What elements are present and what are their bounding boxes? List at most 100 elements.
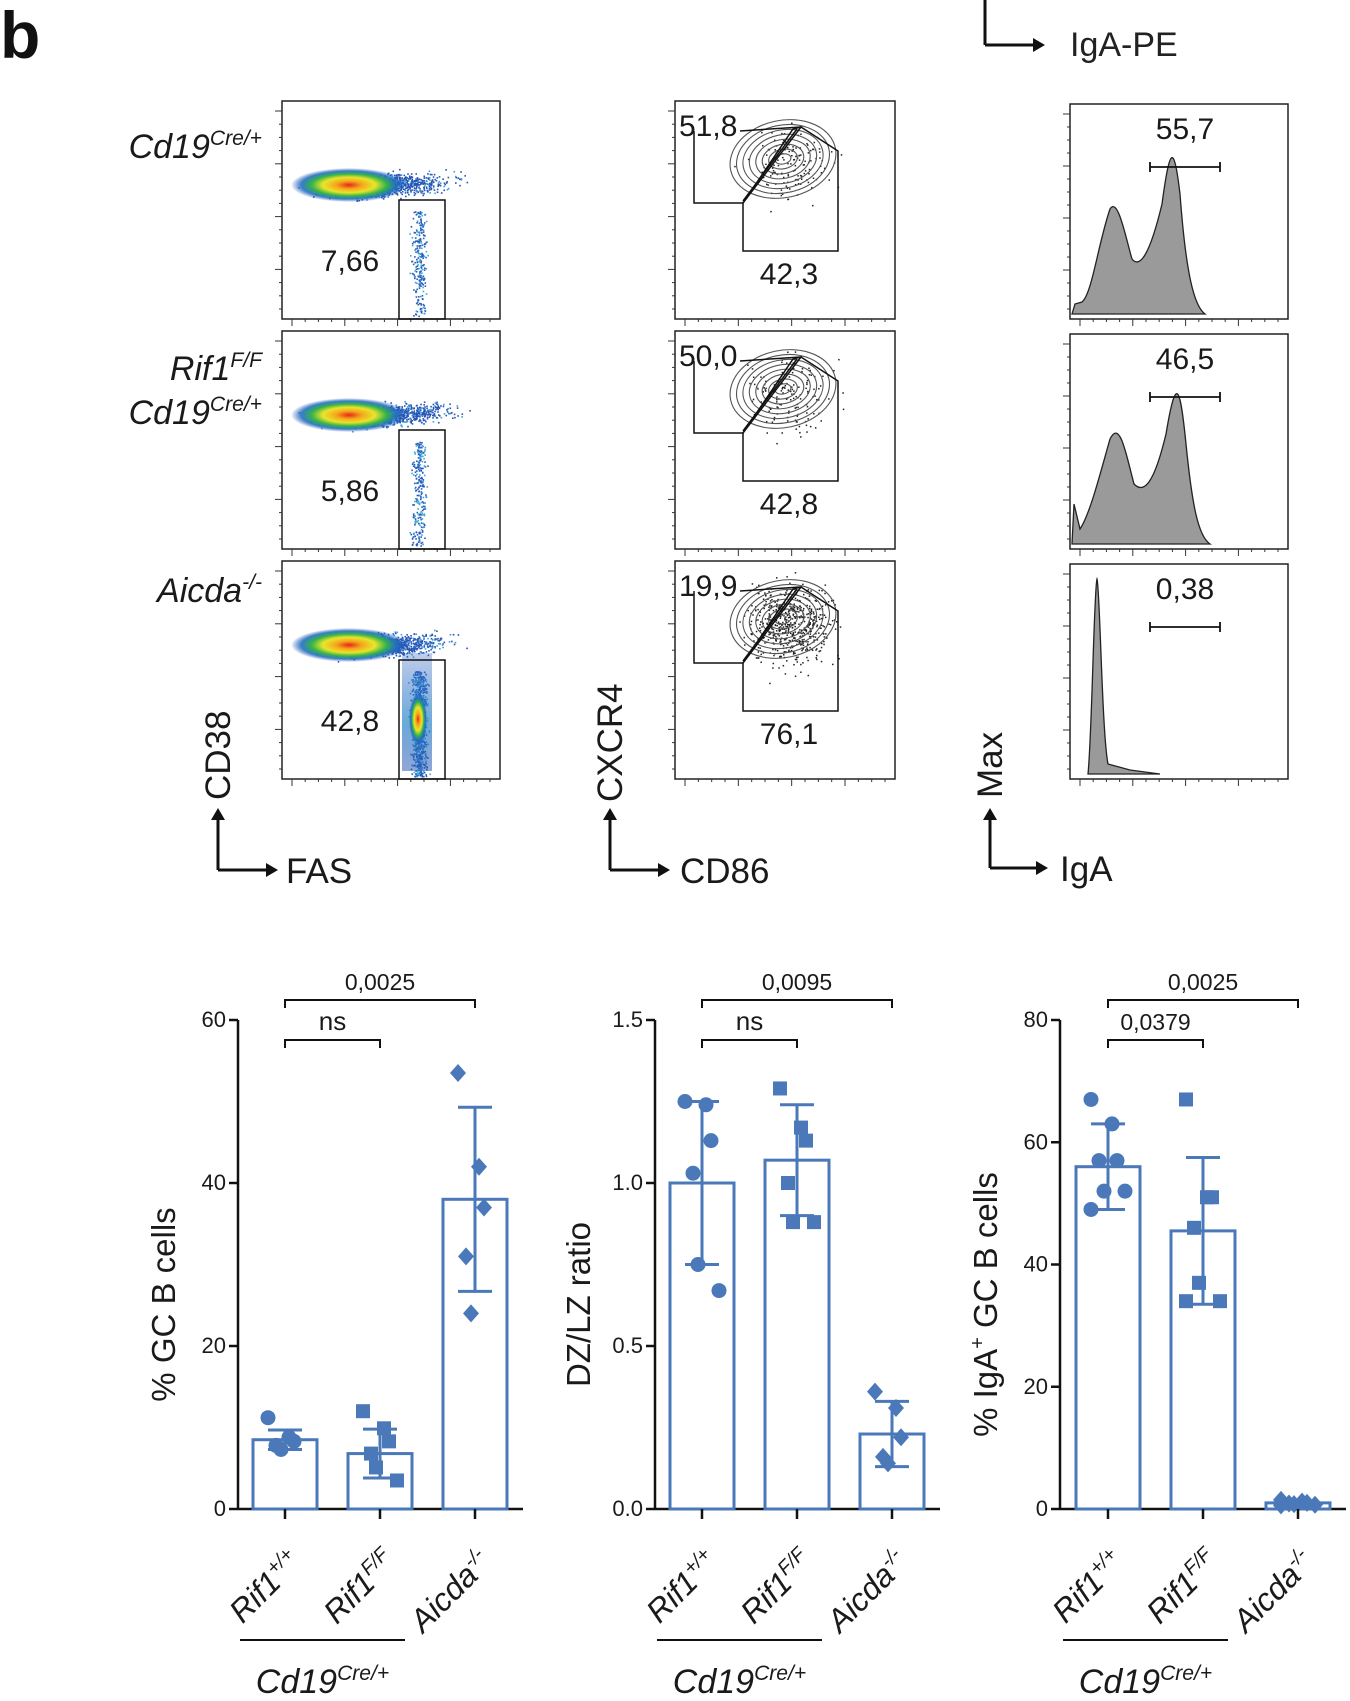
event-dot bbox=[415, 775, 418, 778]
event-dot bbox=[412, 640, 415, 642]
event-dot bbox=[820, 172, 823, 174]
event-dot bbox=[421, 512, 423, 514]
event-dot bbox=[787, 174, 789, 176]
event-dot bbox=[399, 168, 401, 171]
event-dot bbox=[417, 453, 420, 456]
event-dot bbox=[423, 224, 426, 226]
event-dot bbox=[778, 635, 781, 637]
event-dot bbox=[743, 615, 746, 617]
event-dot bbox=[796, 421, 798, 423]
event-dot bbox=[799, 605, 801, 608]
event-dot bbox=[426, 183, 429, 185]
event-dot bbox=[778, 606, 780, 608]
event-dot bbox=[782, 392, 784, 394]
event-dot bbox=[425, 220, 428, 223]
event-dot bbox=[420, 542, 423, 545]
event-dot bbox=[414, 519, 417, 521]
event-dot bbox=[800, 615, 803, 617]
event-dot bbox=[788, 376, 791, 378]
contour-line bbox=[735, 123, 831, 195]
event-dot bbox=[765, 163, 767, 166]
event-dot bbox=[419, 532, 422, 534]
event-dot bbox=[794, 675, 797, 678]
event-dot bbox=[771, 599, 773, 601]
event-dot bbox=[807, 659, 809, 662]
event-dot bbox=[789, 609, 791, 612]
event-dot bbox=[781, 623, 784, 626]
event-dot bbox=[807, 589, 810, 591]
event-dot bbox=[411, 176, 414, 179]
event-dot bbox=[762, 176, 765, 179]
event-dot bbox=[796, 608, 799, 610]
event-dot bbox=[415, 467, 417, 470]
event-dot bbox=[432, 417, 434, 419]
event-dot bbox=[419, 420, 422, 423]
event-dot bbox=[800, 671, 802, 673]
event-dot bbox=[787, 162, 789, 165]
event-dot bbox=[398, 173, 400, 176]
event-dot bbox=[779, 604, 781, 607]
event-dot bbox=[413, 275, 416, 278]
event-dot bbox=[752, 398, 755, 401]
event-dot bbox=[425, 180, 428, 182]
event-dot bbox=[791, 371, 794, 374]
event-dot bbox=[420, 242, 423, 244]
event-dot bbox=[443, 413, 446, 415]
event-dot bbox=[418, 639, 420, 642]
plot-frame bbox=[674, 560, 896, 780]
event-dot bbox=[788, 150, 790, 153]
cd86-cxcr4-plot: 51,842,3 bbox=[668, 100, 896, 326]
event-dot bbox=[776, 442, 778, 445]
event-dot bbox=[417, 482, 420, 484]
event-dot bbox=[751, 583, 754, 585]
event-dot bbox=[828, 179, 831, 181]
event-dot bbox=[816, 625, 818, 628]
event-dot bbox=[419, 647, 421, 650]
event-dot bbox=[410, 175, 413, 178]
event-dot bbox=[419, 474, 421, 476]
event-dot bbox=[786, 589, 788, 592]
event-dot bbox=[410, 422, 413, 424]
event-dot bbox=[422, 264, 424, 267]
event-dot bbox=[417, 179, 419, 182]
event-dot bbox=[757, 646, 760, 649]
event-dot bbox=[770, 627, 773, 629]
event-dot bbox=[808, 623, 810, 625]
event-dot bbox=[415, 773, 417, 775]
event-dot bbox=[416, 415, 419, 417]
event-dot bbox=[794, 351, 797, 353]
event-dot bbox=[795, 615, 797, 618]
event-dot bbox=[417, 541, 420, 543]
event-dot bbox=[337, 661, 340, 663]
event-dot bbox=[805, 630, 808, 633]
event-dot bbox=[417, 264, 419, 266]
event-dot bbox=[408, 412, 411, 414]
event-dot bbox=[432, 407, 435, 410]
event-dot bbox=[420, 261, 422, 264]
event-dot bbox=[774, 601, 776, 603]
event-dot bbox=[415, 268, 418, 271]
event-dot bbox=[427, 178, 430, 181]
event-dot bbox=[414, 522, 417, 525]
event-dot bbox=[414, 313, 417, 315]
event-dot bbox=[401, 193, 404, 196]
event-dot bbox=[423, 457, 425, 460]
event-dot bbox=[812, 635, 815, 638]
event-dot bbox=[775, 630, 778, 632]
event-dot bbox=[438, 180, 441, 183]
event-dot bbox=[409, 176, 412, 179]
event-dot bbox=[421, 441, 423, 444]
event-dot bbox=[431, 638, 434, 641]
event-dot bbox=[413, 648, 416, 651]
event-dot bbox=[792, 367, 795, 370]
event-dot bbox=[799, 644, 802, 646]
event-dot bbox=[418, 445, 420, 448]
event-dot bbox=[807, 418, 809, 420]
event-dot bbox=[818, 148, 821, 150]
event-dot bbox=[417, 252, 420, 254]
event-dot bbox=[422, 303, 425, 306]
event-dot bbox=[807, 613, 810, 615]
event-dot bbox=[787, 642, 790, 644]
event-dot bbox=[420, 518, 422, 521]
event-dot bbox=[772, 662, 775, 665]
